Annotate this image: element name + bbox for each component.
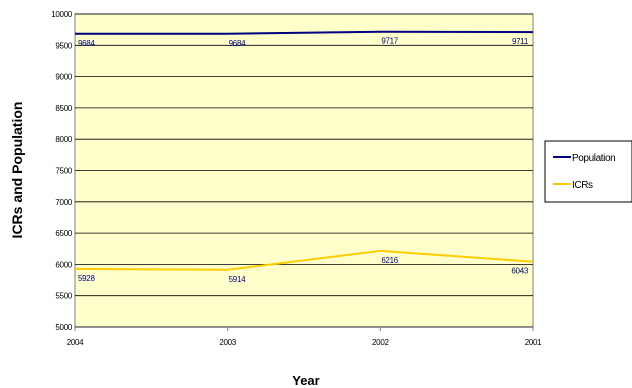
legend-box <box>544 140 632 203</box>
y-tick-label: 5500 <box>55 292 72 301</box>
data-label: 9717 <box>381 37 398 46</box>
data-labels: 9684 9684 9717 9711 5928 5914 6216 6043 <box>78 37 529 284</box>
x-tick-label: 2002 <box>372 338 389 347</box>
legend-label: ICRs <box>572 180 593 191</box>
series-line-population <box>75 30 534 35</box>
y-tick-label: 9000 <box>55 73 72 82</box>
y-tick-label: 7000 <box>55 198 72 207</box>
y-tick-label: 8500 <box>55 104 72 113</box>
legend: Population ICRs <box>544 140 632 203</box>
gridlines <box>75 13 533 328</box>
y-tick-label: 7500 <box>55 167 72 176</box>
x-tick-label: 2003 <box>219 338 236 347</box>
y-axis-title: ICRs and Population <box>9 102 25 239</box>
y-tick-label: 6500 <box>55 229 72 238</box>
data-label: 5914 <box>229 275 246 284</box>
series-lines <box>74 30 534 271</box>
series-line-icrs <box>74 249 534 271</box>
y-axis-tick-labels: 5000 5500 6000 6500 7000 7500 8000 8500 9000 9500… <box>51 10 73 332</box>
x-axis-title: Year <box>292 373 319 388</box>
x-tick-label: 2001 <box>525 338 542 347</box>
data-label: 9711 <box>512 37 529 46</box>
data-label: 5928 <box>78 274 95 283</box>
data-label: 9684 <box>229 39 246 48</box>
x-axis-tick-labels: 2004 2003 2002 2001 <box>67 327 542 347</box>
y-tick-label: 9500 <box>55 41 72 50</box>
y-tick-label: 8000 <box>55 135 72 144</box>
legend-label: Population <box>572 153 615 164</box>
y-tick-label: 10000 <box>51 10 73 19</box>
data-label: 9684 <box>78 39 95 48</box>
y-tick-label: 5000 <box>55 323 72 332</box>
y-tick-label: 6000 <box>55 260 72 269</box>
x-tick-label: 2004 <box>67 338 84 347</box>
data-label: 6043 <box>511 267 528 276</box>
data-label: 6216 <box>381 256 398 265</box>
